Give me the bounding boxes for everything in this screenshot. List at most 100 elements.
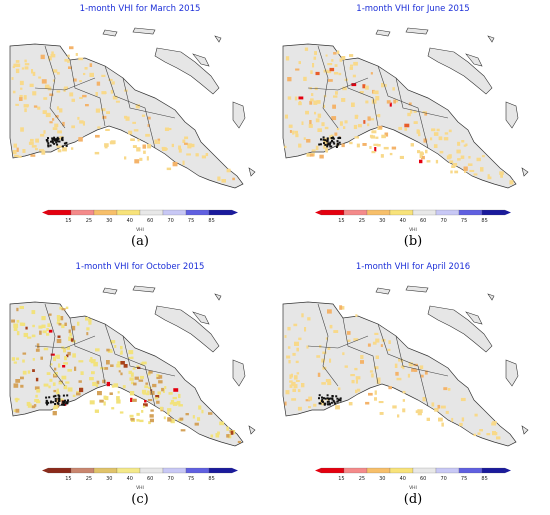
nodata-pixel bbox=[52, 395, 55, 398]
colorbar-tick: 75 bbox=[461, 218, 467, 224]
vhi-pixel bbox=[46, 328, 49, 331]
vhi-pixel bbox=[292, 130, 295, 135]
vhi-pixel bbox=[298, 61, 301, 65]
colorbar-segment bbox=[116, 467, 141, 474]
nodata-pixel bbox=[321, 398, 324, 401]
panel-letter: (d) bbox=[403, 492, 423, 507]
vhi-pixel bbox=[133, 129, 139, 132]
vhi-pixel bbox=[56, 315, 61, 319]
vhi-pixel bbox=[371, 150, 376, 154]
vhi-pixel bbox=[409, 109, 413, 114]
vhi-pixel bbox=[35, 138, 39, 143]
vhi-pixel bbox=[125, 116, 130, 121]
vhi-pixel bbox=[139, 419, 144, 423]
nodata-pixel bbox=[57, 140, 60, 143]
vhi-pixel bbox=[399, 155, 404, 159]
vhi-pixel bbox=[389, 102, 392, 107]
province-border bbox=[122, 77, 176, 119]
vhi-pixel bbox=[376, 379, 381, 384]
vhi-pixel bbox=[451, 417, 454, 422]
vhi-pixel bbox=[487, 174, 490, 177]
vhi-pixel bbox=[317, 128, 322, 132]
vhi-pixel bbox=[422, 397, 426, 402]
vhi-pixel bbox=[284, 114, 288, 119]
vhi-pixel bbox=[327, 63, 333, 66]
colorbar-tick: 70 bbox=[168, 218, 174, 224]
vhi-pixel bbox=[407, 112, 411, 117]
colorbar-label: VHI bbox=[409, 228, 417, 233]
nodata-pixel bbox=[51, 140, 54, 143]
vhi-pixel bbox=[52, 127, 58, 130]
vhi-pixel bbox=[473, 173, 478, 176]
vhi-pixel bbox=[374, 390, 377, 395]
vhi-pixel bbox=[86, 332, 89, 336]
vhi-pixel bbox=[41, 79, 47, 84]
land-island bbox=[192, 311, 210, 325]
vhi-pixel bbox=[344, 120, 348, 124]
colorbar-segment bbox=[412, 209, 437, 216]
province-border bbox=[317, 45, 339, 129]
vhi-pixel bbox=[372, 341, 377, 345]
vhi-pixel bbox=[97, 391, 102, 396]
vhi-pixel bbox=[52, 118, 55, 121]
vhi-pixel bbox=[40, 356, 43, 360]
vhi-pixel bbox=[52, 411, 57, 416]
nodata-pixel bbox=[63, 401, 66, 404]
vhi-pixel bbox=[185, 413, 189, 416]
vhi-pixel bbox=[355, 314, 358, 317]
vhi-pixel bbox=[287, 346, 291, 349]
vhi-pixel bbox=[79, 80, 82, 83]
colorbar-tick: 15 bbox=[338, 476, 344, 482]
vhi-pixel bbox=[298, 96, 304, 100]
nodata-pixel bbox=[54, 397, 57, 400]
vhi-pixel bbox=[418, 132, 421, 137]
vhi-pixel bbox=[339, 305, 343, 310]
vhi-pixel bbox=[317, 113, 322, 118]
vhi-pixel bbox=[337, 387, 341, 390]
vhi-pixel bbox=[178, 145, 181, 150]
vhi-pixel bbox=[386, 100, 391, 104]
vhi-pixel bbox=[27, 336, 32, 339]
colorbar-tick: 25 bbox=[359, 476, 365, 482]
vhi-pixel bbox=[15, 63, 21, 67]
vhi-pixel bbox=[340, 306, 345, 310]
vhi-pixel bbox=[169, 402, 174, 405]
land-island bbox=[375, 287, 391, 295]
vhi-pixel bbox=[332, 104, 336, 109]
colorbar-tick: 85 bbox=[481, 476, 487, 482]
colorbar-segment bbox=[208, 467, 233, 474]
vhi-pixel bbox=[31, 334, 36, 338]
vhi-pixel bbox=[130, 397, 133, 402]
vhi-map bbox=[282, 27, 529, 189]
land-island bbox=[214, 293, 222, 301]
vhi-pixel bbox=[491, 422, 496, 426]
vhi-pixel bbox=[96, 81, 101, 86]
vhi-pixel bbox=[149, 390, 155, 395]
vhi-pixel bbox=[325, 54, 328, 57]
province-border bbox=[317, 303, 339, 387]
vhi-pixel bbox=[347, 339, 351, 342]
vhi-pixel bbox=[487, 176, 492, 180]
vhi-pixel bbox=[182, 139, 186, 143]
vhi-pixel bbox=[86, 327, 90, 331]
vhi-pixel bbox=[80, 371, 84, 375]
vhi-pixel bbox=[301, 121, 304, 125]
land-island bbox=[192, 53, 210, 67]
vhi-pixel bbox=[237, 440, 241, 443]
colorbar-tick: 85 bbox=[208, 218, 214, 224]
nodata-pixel bbox=[52, 401, 55, 404]
nodata-pixel bbox=[58, 140, 61, 143]
vhi-pixel bbox=[13, 327, 18, 331]
vhi-pixel bbox=[349, 54, 354, 57]
vhi-pixel bbox=[95, 348, 100, 352]
vhi-pixel bbox=[24, 59, 27, 63]
vhi-pixel bbox=[284, 335, 287, 338]
nodata-pixel bbox=[326, 138, 329, 141]
vhi-pixel bbox=[335, 91, 338, 95]
province-border bbox=[122, 335, 176, 377]
panel-letter: (a) bbox=[131, 234, 149, 249]
vhi-pixel bbox=[129, 391, 135, 396]
colorbar-tick: 70 bbox=[168, 476, 174, 482]
vhi-pixel bbox=[55, 398, 58, 403]
vhi-pixel bbox=[351, 102, 355, 107]
